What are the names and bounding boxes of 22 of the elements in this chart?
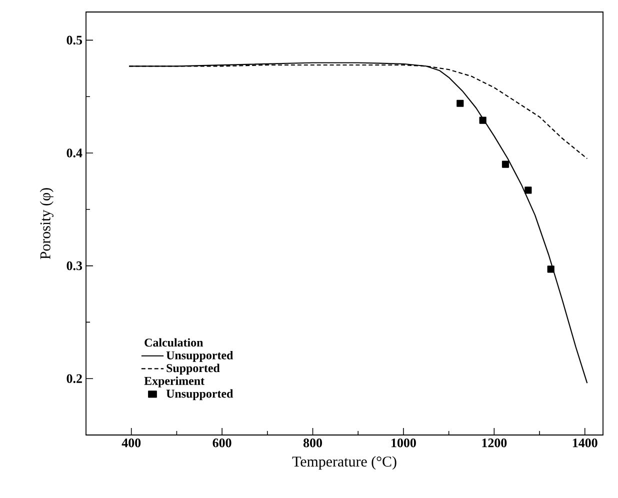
annotation: Calculation — [144, 338, 204, 347]
legend-label: Unsupported — [166, 350, 234, 362]
x-axis-title: Temperature (°C) — [292, 456, 396, 470]
x-tick-label: 800 — [303, 438, 322, 448]
x-tick-label: 1200 — [482, 438, 507, 448]
y-tick-label: 0.4 — [66, 148, 82, 158]
annotation: Experiment — [144, 376, 204, 388]
y-axis-title: Porosity (φ) — [40, 188, 54, 260]
point — [456, 100, 464, 107]
x-tick-label: 1000 — [392, 438, 416, 448]
legend-label: Unsupported — [166, 389, 234, 400]
x-tick-label: 400 — [122, 438, 141, 448]
x-tick-label: 600 — [212, 438, 232, 448]
legend-label: Supported — [166, 364, 220, 375]
point — [479, 116, 486, 124]
y-tick-label: 0.5 — [66, 36, 82, 45]
point — [524, 186, 532, 194]
y-tick-label: 0.2 — [66, 374, 82, 384]
point — [502, 160, 510, 168]
point — [547, 266, 554, 273]
x-tick-label: 1400 — [572, 438, 598, 448]
y-tick-label: 0.3 — [66, 261, 82, 270]
